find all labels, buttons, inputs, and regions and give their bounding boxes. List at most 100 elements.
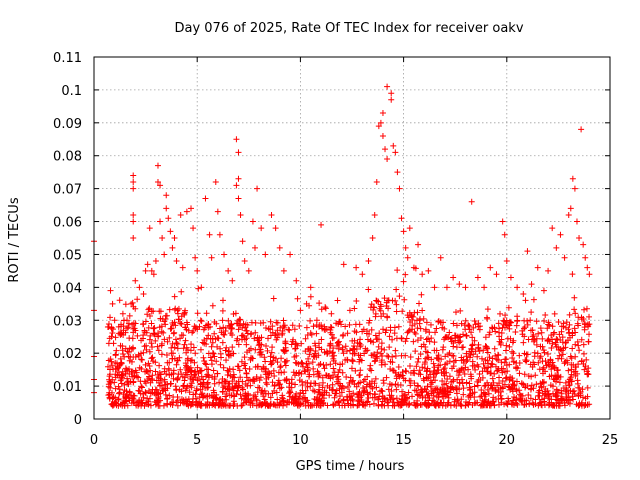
roti-point <box>249 378 256 385</box>
roti-point <box>583 305 590 312</box>
roti-point <box>360 378 367 385</box>
roti-point <box>203 341 210 348</box>
roti-point <box>351 346 358 353</box>
roti-point <box>388 388 395 395</box>
roti-point <box>124 375 131 382</box>
roti-point <box>460 391 467 398</box>
roti-point <box>456 334 463 341</box>
roti-point <box>356 356 363 363</box>
roti-point <box>430 367 437 374</box>
roti-point <box>148 308 155 315</box>
roti-point <box>225 368 232 375</box>
roti-point <box>183 401 190 408</box>
roti-point <box>191 359 198 366</box>
roti-point <box>225 348 232 355</box>
roti-point <box>296 323 303 330</box>
roti-point <box>164 338 171 345</box>
roti-point <box>386 333 393 340</box>
roti-point <box>223 344 230 351</box>
roti-point <box>586 321 593 328</box>
roti-point <box>124 317 131 324</box>
roti-point <box>223 396 230 403</box>
roti-point <box>388 90 395 97</box>
roti-point <box>305 360 312 367</box>
roti-point <box>512 364 519 371</box>
roti-point <box>286 388 293 395</box>
roti-point <box>471 383 478 390</box>
roti-point <box>563 339 570 346</box>
roti-point <box>475 363 482 370</box>
roti-point <box>183 326 190 333</box>
roti-point <box>166 306 173 313</box>
roti-point <box>152 258 159 265</box>
roti-point <box>261 387 268 394</box>
roti-point <box>507 274 514 281</box>
roti-point <box>380 380 387 387</box>
roti-point <box>444 384 451 391</box>
roti-point <box>521 401 528 408</box>
roti-point <box>182 307 189 314</box>
roti-point <box>471 400 478 407</box>
roti-point <box>161 318 168 325</box>
roti-point <box>182 387 189 394</box>
roti-point <box>548 366 555 373</box>
roti-point <box>346 307 353 314</box>
roti-point <box>207 336 214 343</box>
roti-point <box>365 286 372 293</box>
roti-point <box>289 322 296 329</box>
roti-point <box>363 399 370 406</box>
roti-point <box>307 293 314 300</box>
roti-point <box>474 353 481 360</box>
roti-point <box>334 297 341 304</box>
roti-point <box>267 326 274 333</box>
roti-point <box>572 372 579 379</box>
roti-point <box>202 402 209 409</box>
roti-point <box>381 394 388 401</box>
roti-point <box>513 378 520 385</box>
roti-point <box>575 402 582 409</box>
roti-point <box>216 396 223 403</box>
roti-point <box>486 354 493 361</box>
roti-point <box>112 352 119 359</box>
roti-point <box>174 310 181 317</box>
roti-point <box>586 271 593 278</box>
roti-point <box>389 396 396 403</box>
roti-point <box>485 390 492 397</box>
roti-point <box>582 395 589 402</box>
roti-point <box>393 286 400 293</box>
roti-point <box>384 313 391 320</box>
roti-point <box>326 342 333 349</box>
roti-point <box>158 382 165 389</box>
roti-point <box>489 355 496 362</box>
roti-point <box>246 347 253 354</box>
roti-point <box>179 264 186 271</box>
roti-point <box>293 352 300 359</box>
roti-point <box>181 341 188 348</box>
roti-point <box>136 388 143 395</box>
roti-point <box>322 305 329 312</box>
roti-point <box>450 359 457 366</box>
roti-point <box>379 132 386 139</box>
roti-point <box>288 376 295 383</box>
roti-point <box>480 360 487 367</box>
roti-point <box>233 391 240 398</box>
roti-point <box>136 284 143 291</box>
roti-point <box>196 323 203 330</box>
roti-point <box>321 365 328 372</box>
roti-point <box>154 343 161 350</box>
roti-point <box>428 387 435 394</box>
roti-point <box>199 339 206 346</box>
roti-point <box>493 356 500 363</box>
roti-point <box>575 314 582 321</box>
roti-point <box>116 389 123 396</box>
roti-point <box>170 394 177 401</box>
roti-point <box>147 332 154 339</box>
roti-point <box>475 341 482 348</box>
roti-point <box>188 367 195 374</box>
roti-point <box>239 386 246 393</box>
roti-point <box>558 395 565 402</box>
roti-point <box>129 344 136 351</box>
roti-point <box>295 361 302 367</box>
roti-point <box>386 344 393 351</box>
roti-point <box>316 344 323 351</box>
